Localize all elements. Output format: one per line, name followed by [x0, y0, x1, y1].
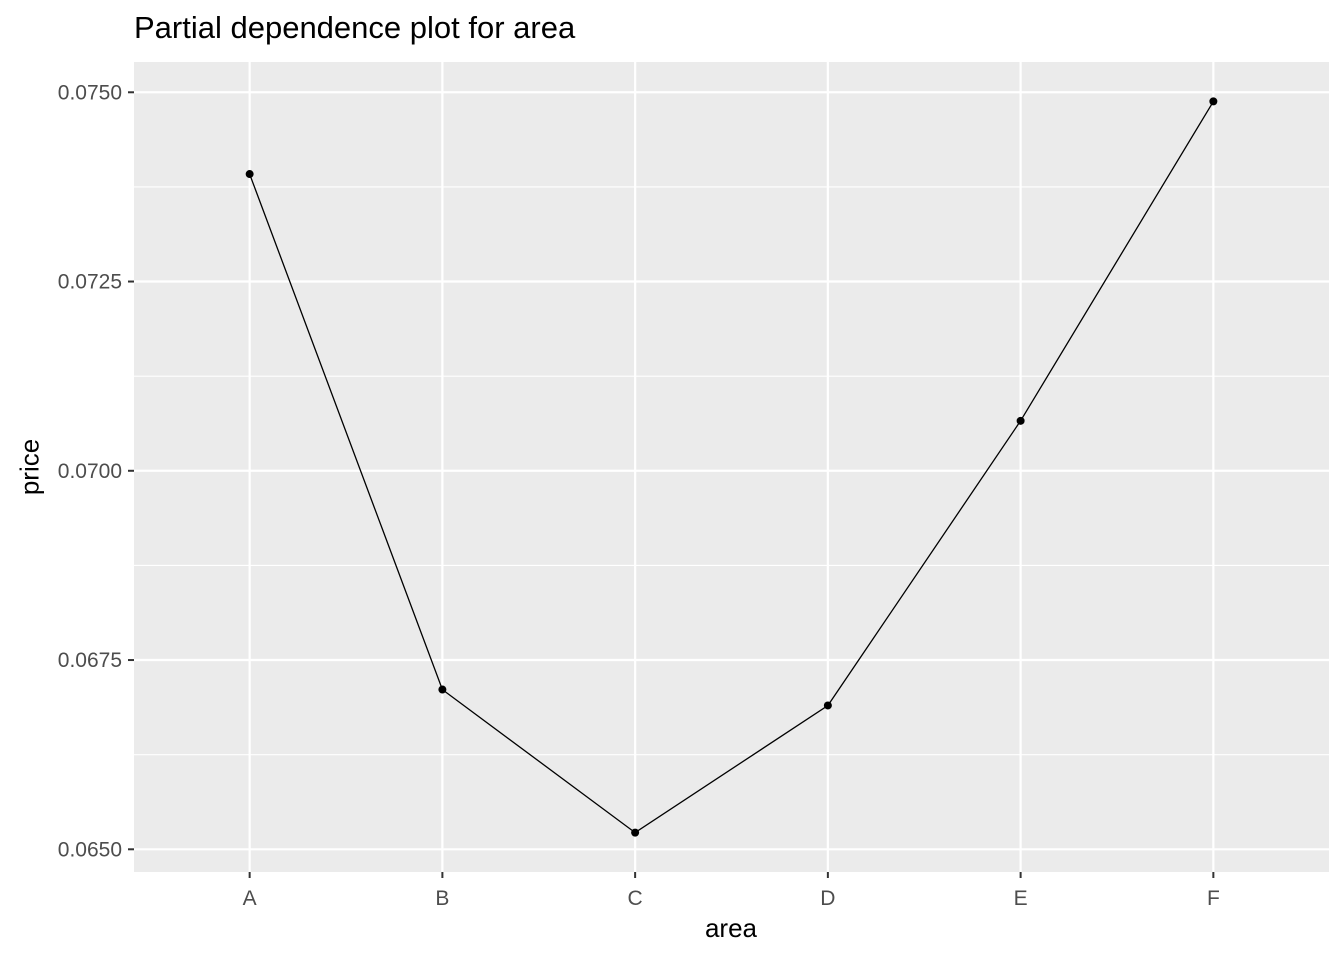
data-point: [1209, 97, 1218, 106]
x-axis-title: area: [704, 913, 758, 943]
series-line: [248, 101, 1214, 834]
x-tick-label: C: [628, 887, 643, 910]
x-tick-label: A: [243, 887, 257, 910]
plot-panel: [134, 62, 1329, 872]
y-tick-label: 0.0675: [58, 649, 122, 672]
data-point: [245, 170, 254, 179]
data-point: [1016, 416, 1025, 425]
data-point: [438, 685, 447, 694]
y-tick-label: 0.0700: [58, 460, 122, 483]
y-tick-label: 0.0750: [58, 81, 122, 104]
data-point: [631, 828, 640, 837]
data-point: [823, 701, 832, 710]
y-tick-label: 0.0650: [58, 838, 122, 861]
y-axis-title: price: [14, 438, 45, 496]
chart-title: Partial dependence plot for area: [134, 10, 576, 45]
x-tick-label: D: [820, 887, 835, 910]
x-tick-label: B: [435, 887, 449, 910]
x-tick-label: E: [1014, 887, 1028, 910]
y-tick-label: 0.0725: [58, 271, 122, 294]
x-tick-label: F: [1207, 887, 1220, 910]
